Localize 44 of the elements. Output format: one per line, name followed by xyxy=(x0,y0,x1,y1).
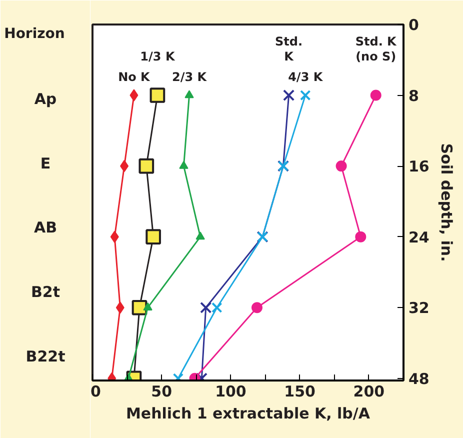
point xyxy=(130,89,138,102)
x-tick-label: 150 xyxy=(284,382,316,400)
text: Std. K (no S) xyxy=(355,34,398,64)
point xyxy=(200,302,212,314)
x-tick-label: 0 xyxy=(90,382,101,400)
x-tick-label: 100 xyxy=(215,382,246,400)
series-label: 2/3 K xyxy=(172,70,208,84)
point xyxy=(282,89,295,102)
y-tick-label: 16 xyxy=(408,158,430,176)
text: AB xyxy=(34,218,58,237)
point xyxy=(110,230,119,243)
point xyxy=(184,90,194,98)
y-tick-label: 48 xyxy=(408,370,430,388)
x-tick-label: 50 xyxy=(151,382,172,400)
point xyxy=(370,90,382,101)
x-axis-title: Mehlich 1 extractable K, lb/A xyxy=(126,404,370,422)
text: 1/3 K xyxy=(140,49,176,64)
text: E xyxy=(40,154,51,172)
point xyxy=(146,229,161,244)
point xyxy=(251,302,262,314)
text: B2t xyxy=(30,283,60,302)
text: Ap xyxy=(34,90,57,108)
point xyxy=(300,90,311,101)
y-tick-label: 0 xyxy=(408,16,419,34)
y-tick-label: 32 xyxy=(408,299,430,318)
series-label: 4/3 K xyxy=(288,70,324,84)
text: Std. K xyxy=(275,34,303,64)
text: B22t xyxy=(26,347,66,366)
point xyxy=(179,160,188,169)
y-axis-title: Soil depth, in. xyxy=(437,143,456,262)
y-tick-label: 8 xyxy=(408,86,419,105)
point xyxy=(196,232,205,240)
x-tick-label: 200 xyxy=(353,382,385,400)
point xyxy=(116,302,124,314)
text: Horizon xyxy=(4,26,65,42)
point xyxy=(336,160,347,172)
y-tick-label: 24 xyxy=(408,228,430,246)
point xyxy=(132,300,148,316)
point xyxy=(143,302,152,310)
point xyxy=(355,231,366,242)
point xyxy=(150,88,166,103)
point xyxy=(212,302,222,313)
point xyxy=(138,158,154,174)
series-label: No K xyxy=(118,70,151,84)
